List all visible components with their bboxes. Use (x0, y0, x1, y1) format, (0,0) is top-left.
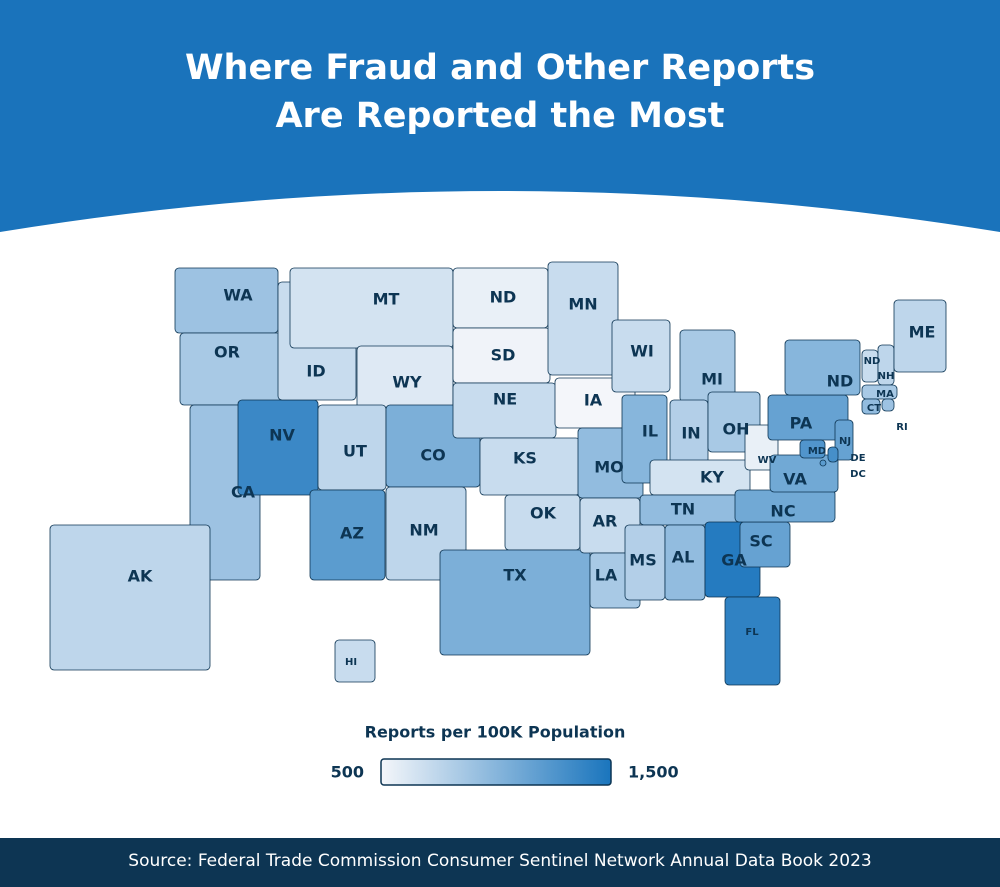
state-label: LA (595, 566, 618, 585)
state-label: WI (630, 342, 654, 361)
state-label: TX (503, 566, 527, 585)
state-label: OK (530, 504, 557, 523)
state-label: RI (896, 422, 907, 433)
state-region (819, 459, 827, 467)
state-region (827, 446, 839, 463)
state-label: GA (721, 551, 747, 570)
legend-title: Reports per 100K Population (365, 723, 626, 742)
state-label: FL (745, 627, 759, 638)
legend-tick-label: 1,500 (628, 763, 679, 782)
state-label: NH (878, 371, 895, 382)
state-region (547, 261, 619, 376)
state-region (334, 639, 376, 683)
state-label: WY (392, 373, 422, 392)
state-label: AR (593, 512, 618, 531)
state-label: DC (850, 469, 866, 480)
state-label: AL (672, 548, 695, 567)
state-label: SC (749, 532, 772, 551)
state-region (309, 489, 386, 581)
state-region (834, 419, 854, 461)
state-label: AZ (340, 524, 364, 543)
legend-gradient (380, 758, 612, 786)
state-region (679, 329, 736, 403)
state-region (611, 319, 671, 393)
state-label: DE (850, 453, 865, 464)
state-label: MT (373, 290, 400, 309)
state-label: NV (269, 426, 295, 445)
state-label: ND (864, 356, 881, 367)
state-label: KY (700, 468, 724, 487)
state-region (289, 267, 454, 349)
state-label: NE (493, 390, 517, 409)
state-label: MN (568, 295, 597, 314)
state-label: PA (790, 414, 813, 433)
state-label: SD (491, 346, 516, 365)
state-region (49, 524, 211, 671)
state-label: TN (671, 500, 695, 519)
state-label: CT (867, 403, 881, 414)
state-label: MO (594, 458, 624, 477)
state-region (237, 399, 319, 496)
state-label: IL (642, 422, 658, 441)
footer-band (0, 838, 1000, 887)
state-label: NM (409, 521, 438, 540)
state-label: AK (128, 567, 153, 586)
state-region (881, 398, 895, 412)
state-label: NC (770, 502, 795, 521)
state-label: NJ (839, 436, 851, 447)
state-label: ND (490, 288, 517, 307)
state-label: VA (783, 470, 807, 489)
state-label: CO (420, 446, 445, 465)
state-label: MD (808, 446, 826, 457)
state-label: IN (681, 424, 700, 443)
legend-tick-label: 500 (331, 763, 364, 782)
state-label: OH (723, 420, 750, 439)
source-note: Source: Federal Trade Commission Consume… (128, 851, 872, 871)
state-region (784, 339, 861, 396)
state-label: ID (306, 362, 325, 381)
state-label: MI (701, 370, 723, 389)
state-label: HI (345, 657, 357, 668)
state-label: KS (513, 449, 537, 468)
state-region (724, 596, 781, 686)
state-region (861, 384, 898, 400)
state-region (861, 398, 881, 415)
state-label: IA (584, 391, 603, 410)
state-label: ND (827, 372, 854, 391)
state-label: WV (758, 455, 777, 466)
header-band (0, 0, 1000, 232)
state-region (799, 439, 826, 459)
state-label: OR (214, 343, 240, 362)
state-label: ME (909, 323, 936, 342)
state-label: CA (231, 483, 256, 502)
state-label: MS (629, 551, 656, 570)
state-label: WA (223, 286, 253, 305)
state-region (893, 299, 947, 373)
chart-title: Where Fraud and Other Reports Are Report… (184, 48, 816, 136)
state-label: UT (343, 442, 367, 461)
state-label: MA (876, 389, 894, 400)
